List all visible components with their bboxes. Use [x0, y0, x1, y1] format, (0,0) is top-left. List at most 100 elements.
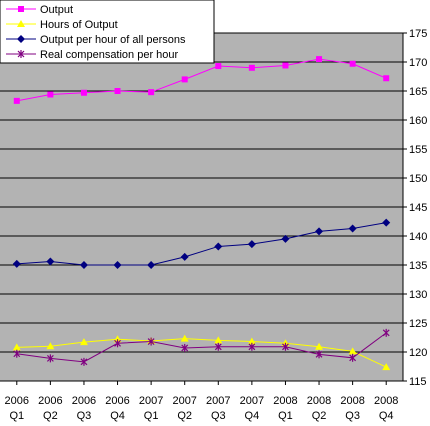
y-tick-label: 175: [409, 28, 427, 40]
y-tick-label: 145: [409, 202, 427, 214]
x-tick-label-year: 2006: [72, 395, 96, 407]
y-tick-label: 150: [409, 173, 427, 185]
x-tick-label-year: 2007: [172, 395, 196, 407]
x-tick-label-quarter: Q4: [110, 410, 125, 422]
data-point: [214, 242, 223, 251]
y-tick-label: 155: [409, 144, 427, 156]
y-tick-label: 130: [409, 289, 427, 301]
series-layer: [12, 56, 391, 371]
data-point: [17, 35, 25, 43]
data-point: [315, 227, 324, 236]
x-tick-label-quarter: Q2: [312, 410, 327, 422]
legend-label: Output per hour of all persons: [40, 34, 186, 46]
y-tick-label: 140: [409, 231, 427, 243]
y-tick-label: 160: [409, 115, 427, 127]
legend-entry: Real compensation per hour: [6, 49, 179, 61]
data-point: [282, 342, 289, 351]
data-point: [181, 343, 189, 352]
series-line: [16, 222, 387, 266]
data-point: [214, 336, 223, 344]
data-point: [348, 347, 357, 355]
data-point: [315, 350, 323, 359]
data-point: [17, 50, 25, 58]
x-tick-label-quarter: Q2: [43, 410, 58, 422]
x-tick-label-year: 2008: [307, 395, 331, 407]
data-point: [79, 261, 88, 269]
data-point: [382, 328, 390, 337]
data-point: [248, 342, 256, 351]
data-point: [316, 56, 323, 63]
y-tick-label: 125: [409, 318, 427, 330]
data-point: [46, 354, 54, 363]
x-tick-label-quarter: Q1: [9, 410, 24, 422]
data-point: [214, 342, 222, 351]
data-point: [18, 6, 24, 12]
data-point: [215, 63, 222, 70]
x-tick-label-year: 2006: [105, 395, 129, 407]
x-tick-label-quarter: Q2: [177, 410, 192, 422]
x-tick-label-year: 2007: [240, 395, 264, 407]
x-tick-label-quarter: Q4: [245, 410, 260, 422]
data-point: [79, 338, 88, 346]
data-point: [13, 349, 21, 358]
series-0: [13, 56, 390, 104]
y-tick-label: 170: [409, 57, 427, 69]
data-point: [348, 224, 357, 233]
data-point: [148, 89, 155, 96]
x-tick-label-year: 2008: [374, 395, 398, 407]
data-point: [282, 62, 289, 69]
x-tick-label-quarter: Q4: [379, 410, 394, 422]
data-point: [382, 363, 391, 371]
y-tick-label: 120: [409, 347, 427, 359]
legend-label: Real compensation per hour: [40, 49, 179, 61]
data-point: [315, 342, 324, 350]
series-line: [16, 58, 387, 102]
data-point: [80, 89, 87, 96]
data-point: [114, 88, 121, 94]
x-tick-label-year: 2007: [206, 395, 230, 407]
gridlines: [0, 32, 407, 385]
x-tick-label-quarter: Q1: [144, 410, 159, 422]
data-point: [349, 353, 357, 362]
x-tick-label-year: 2007: [139, 395, 163, 407]
x-tick-label-quarter: Q3: [77, 410, 92, 422]
x-tick-label-quarter: Q3: [345, 410, 360, 422]
x-tick-label-year: 2006: [5, 395, 29, 407]
data-point: [80, 357, 88, 366]
y-tick-label: 135: [409, 260, 427, 272]
series-3: [13, 328, 390, 366]
data-point: [147, 261, 156, 269]
y-tick-label: 165: [409, 86, 427, 98]
series-line: [16, 338, 387, 368]
data-point: [281, 234, 290, 243]
data-point: [46, 342, 55, 350]
x-axis-tick-labels: 2006 Q1 2006 Q2 2006 Q3 2006 Q4 2007 Q1 2007 Q2 2007…: [5, 395, 399, 422]
legend-entry: Output per hour of all persons: [6, 34, 186, 46]
data-point: [147, 337, 155, 346]
legend-entry: Hours of Output: [6, 19, 118, 31]
x-tick-label-quarter: Q3: [211, 410, 226, 422]
data-point: [13, 97, 20, 104]
data-point: [47, 91, 54, 98]
y-tick-label: 115: [409, 376, 427, 388]
x-tick-label-year: 2006: [38, 395, 62, 407]
y-axis-tick-labels: 115 120 125 130 135 140 145 150 155 160 165 170 175: [409, 28, 427, 388]
data-point: [349, 60, 356, 67]
series-line: [16, 332, 387, 363]
data-point: [12, 259, 21, 268]
data-point: [181, 76, 188, 83]
data-point: [46, 257, 55, 266]
data-point: [180, 334, 189, 342]
data-point: [113, 261, 122, 269]
x-tick-label-year: 2008: [340, 395, 364, 407]
data-point: [247, 337, 256, 345]
data-point: [180, 252, 189, 261]
data-point: [247, 240, 256, 249]
data-point: [382, 218, 391, 227]
legend-entry: Output: [6, 4, 73, 16]
x-tick-label-quarter: Q1: [278, 410, 293, 422]
data-point: [17, 20, 25, 27]
x-tick-label-year: 2008: [273, 395, 297, 407]
data-point: [383, 75, 390, 82]
